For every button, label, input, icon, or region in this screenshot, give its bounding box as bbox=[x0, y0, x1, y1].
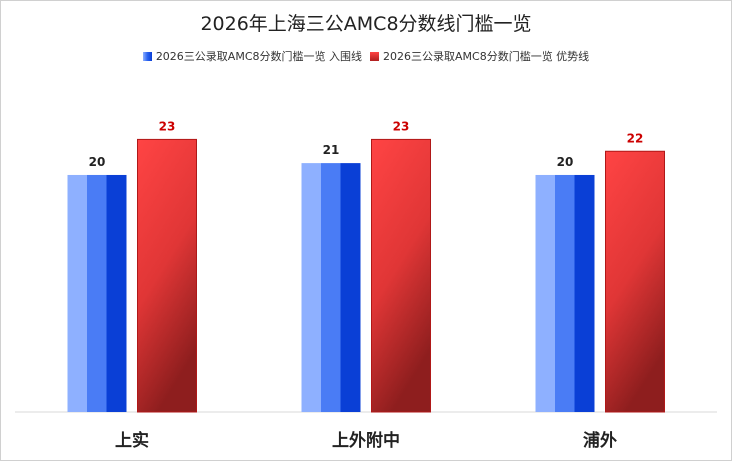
legend-item-series-1: 2026三公录取AMC8分数门槛一览 入围线 bbox=[142, 48, 362, 64]
bar-admission-0 bbox=[67, 174, 127, 412]
legend-item-series-2: 2026三公录取AMC8分数门槛一览 优势线 bbox=[370, 48, 589, 64]
legend-swatch-blue bbox=[142, 51, 152, 61]
legend-label-series-1: 2026三公录取AMC8分数门槛一览 入围线 bbox=[155, 50, 362, 63]
bar-advantage-0 bbox=[137, 138, 197, 413]
legend-swatch-red bbox=[370, 51, 379, 61]
data-label-advantage-0: 23 bbox=[159, 119, 176, 133]
chart-title: 2026年上海三公AMC8分数线门槛一览 bbox=[200, 13, 532, 35]
category-label-0: 上实 bbox=[115, 430, 149, 451]
bar-advantage-2 bbox=[605, 150, 665, 413]
bar-admission-1 bbox=[301, 163, 361, 412]
bar-advantage-1 bbox=[371, 138, 431, 413]
data-label-advantage-1: 23 bbox=[393, 119, 410, 133]
category-label-1: 上外附中 bbox=[332, 430, 400, 451]
bar-admission-2 bbox=[535, 174, 595, 412]
legend-label-series-2: 2026三公录取AMC8分数门槛一览 优势线 bbox=[383, 50, 590, 63]
chart-legend: 2026三公录取AMC8分数门槛一览 入围线 2026三公录取AMC8分数门槛一… bbox=[1, 48, 731, 64]
data-label-admission-2: 20 bbox=[557, 155, 574, 169]
data-label-admission-1: 21 bbox=[323, 143, 340, 157]
category-label-2: 浦外 bbox=[583, 430, 617, 451]
data-label-admission-0: 20 bbox=[89, 155, 106, 169]
data-label-advantage-2: 22 bbox=[627, 131, 644, 145]
